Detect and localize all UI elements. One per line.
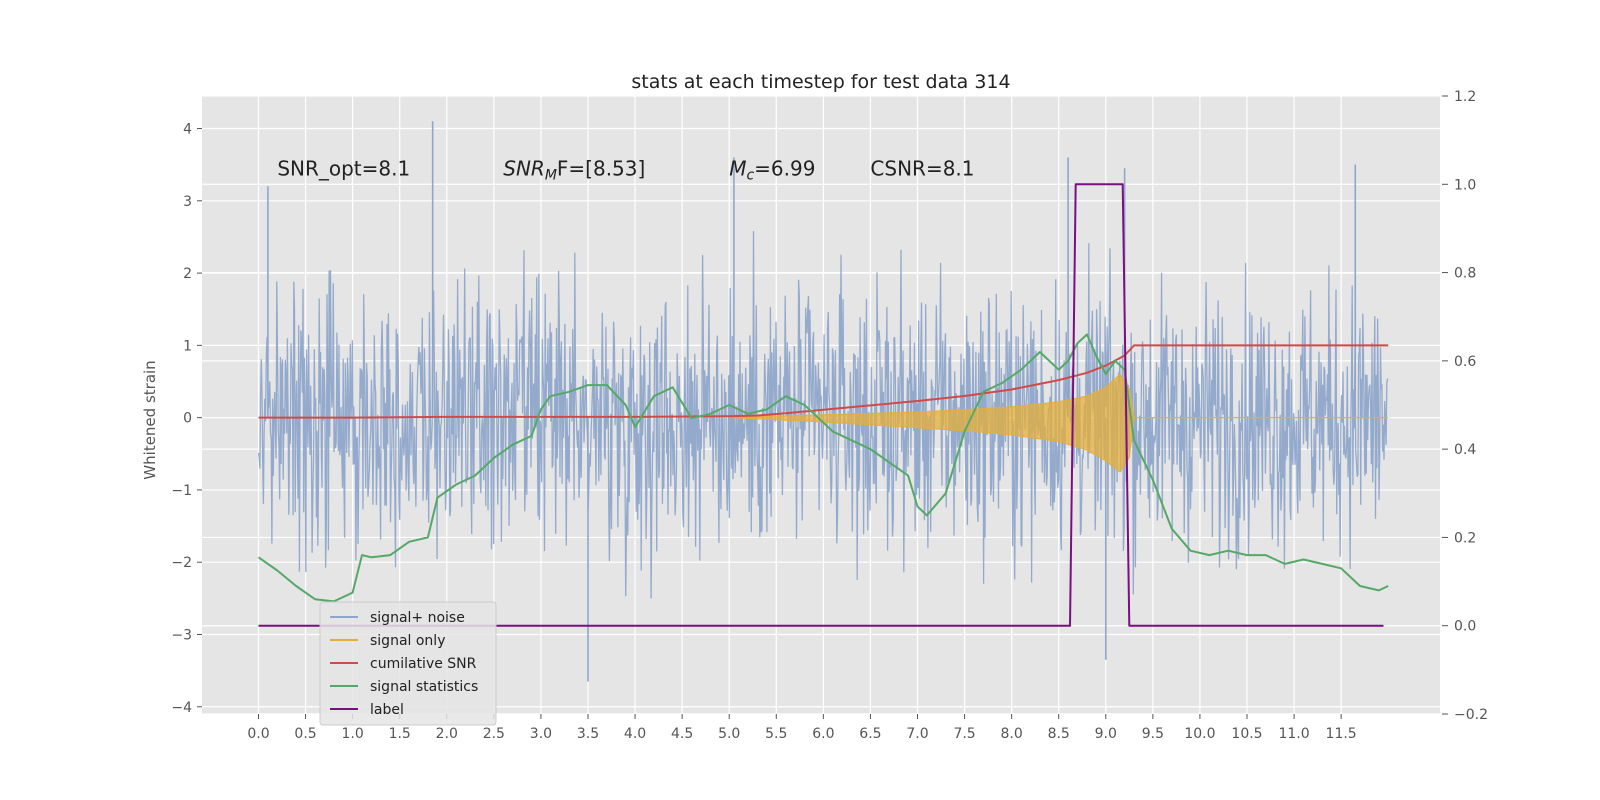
- y2-tick-label: 1.2: [1454, 89, 1476, 105]
- annotation-text: CSNR=8.1: [870, 157, 974, 181]
- x-tick-label: 1.5: [389, 726, 411, 742]
- y-axis-right: 1.2 1.0 0.8 0.6 0.4 0.2 0.0 −0.2: [1442, 89, 1488, 723]
- x-tick-label: 7.0: [906, 726, 928, 742]
- x-tick-label: 5.5: [765, 726, 787, 742]
- x-tick-label: 2.0: [436, 726, 458, 742]
- y-tick-label: 3: [183, 194, 192, 210]
- cumilative-snr-line: [258, 344, 1389, 419]
- y2-tick-label: −0.2: [1454, 707, 1488, 723]
- legend-box: [319, 601, 497, 726]
- y-tick-label: 2: [183, 266, 192, 282]
- annotation-text: SNRMF=[8.53]: [503, 157, 645, 184]
- signal-only-line: [729, 373, 1135, 473]
- y-axis-label: Whitened strain: [141, 360, 159, 479]
- y-tick-label: −4: [171, 700, 192, 716]
- x-tick-label: 7.5: [953, 726, 975, 742]
- chart-title: stats at each timestep for test data 314: [631, 71, 1010, 93]
- y2-tick-label: 0.8: [1454, 266, 1476, 282]
- y-tick-label: 1: [183, 338, 192, 354]
- signal-statistics-line: [257, 333, 1389, 603]
- y-tick-label: 0: [183, 411, 192, 427]
- x-tick-label: 4.0: [624, 726, 646, 742]
- y-axis-left: 4 3 2 1 0 −1 −2 −3 −4: [171, 122, 202, 716]
- legend-label: cumilative SNR: [370, 656, 477, 672]
- legend-label: signal+ noise: [370, 610, 465, 626]
- x-tick-label: 9.5: [1142, 726, 1164, 742]
- x-tick-label: 10.0: [1184, 726, 1215, 742]
- x-tick-label: 1.0: [341, 726, 363, 742]
- x-tick-label: 10.5: [1231, 726, 1262, 742]
- x-axis: 0.0 0.5 1.0 1.5 2.0 2.5 3.0 3.5 4.0 4.5 5.0 5.5 6.0 6…: [247, 714, 1357, 742]
- y-tick-label: 4: [183, 122, 192, 138]
- y-tick-label: −1: [171, 483, 192, 499]
- x-tick-label: 0.0: [247, 726, 269, 742]
- x-tick-label: 9.0: [1095, 726, 1117, 742]
- x-tick-label: 2.5: [483, 726, 505, 742]
- annotations: SNR_opt=8.1 SNRMF=[8.53] Mc=6.99 CSNR=8.1: [277, 157, 974, 184]
- y-tick-label: −3: [171, 627, 192, 643]
- y2-tick-label: 0.6: [1454, 354, 1476, 370]
- legend-label: signal statistics: [370, 679, 478, 695]
- y2-tick-label: 1.0: [1454, 177, 1476, 193]
- y2-tick-label: 0.0: [1454, 619, 1476, 635]
- x-tick-label: 5.0: [718, 726, 740, 742]
- x-tick-label: 0.5: [294, 726, 316, 742]
- series-layer: [257, 183, 1389, 627]
- x-tick-label: 6.5: [859, 726, 881, 742]
- legend-label: label: [370, 702, 404, 718]
- x-tick-label: 11.5: [1326, 726, 1357, 742]
- legend-label: signal only: [370, 633, 445, 649]
- x-tick-label: 11.0: [1278, 726, 1309, 742]
- y-tick-label: −2: [171, 555, 192, 571]
- legend: signal+ noise signal only cumilative SNR si…: [319, 601, 497, 726]
- y2-tick-label: 0.2: [1454, 530, 1476, 546]
- x-tick-label: 4.5: [671, 726, 693, 742]
- x-tick-label: 3.5: [577, 726, 599, 742]
- annotation-text: SNR_opt=8.1: [277, 157, 410, 181]
- label-line: [258, 183, 1384, 627]
- x-tick-label: 3.0: [530, 726, 552, 742]
- x-tick-label: 8.0: [1001, 726, 1023, 742]
- x-tick-label: 8.5: [1048, 726, 1070, 742]
- y2-tick-label: 0.4: [1454, 442, 1476, 458]
- grid: [202, 95, 1440, 715]
- annotation-text: Mc=6.99: [729, 157, 815, 184]
- x-tick-label: 6.0: [812, 726, 834, 742]
